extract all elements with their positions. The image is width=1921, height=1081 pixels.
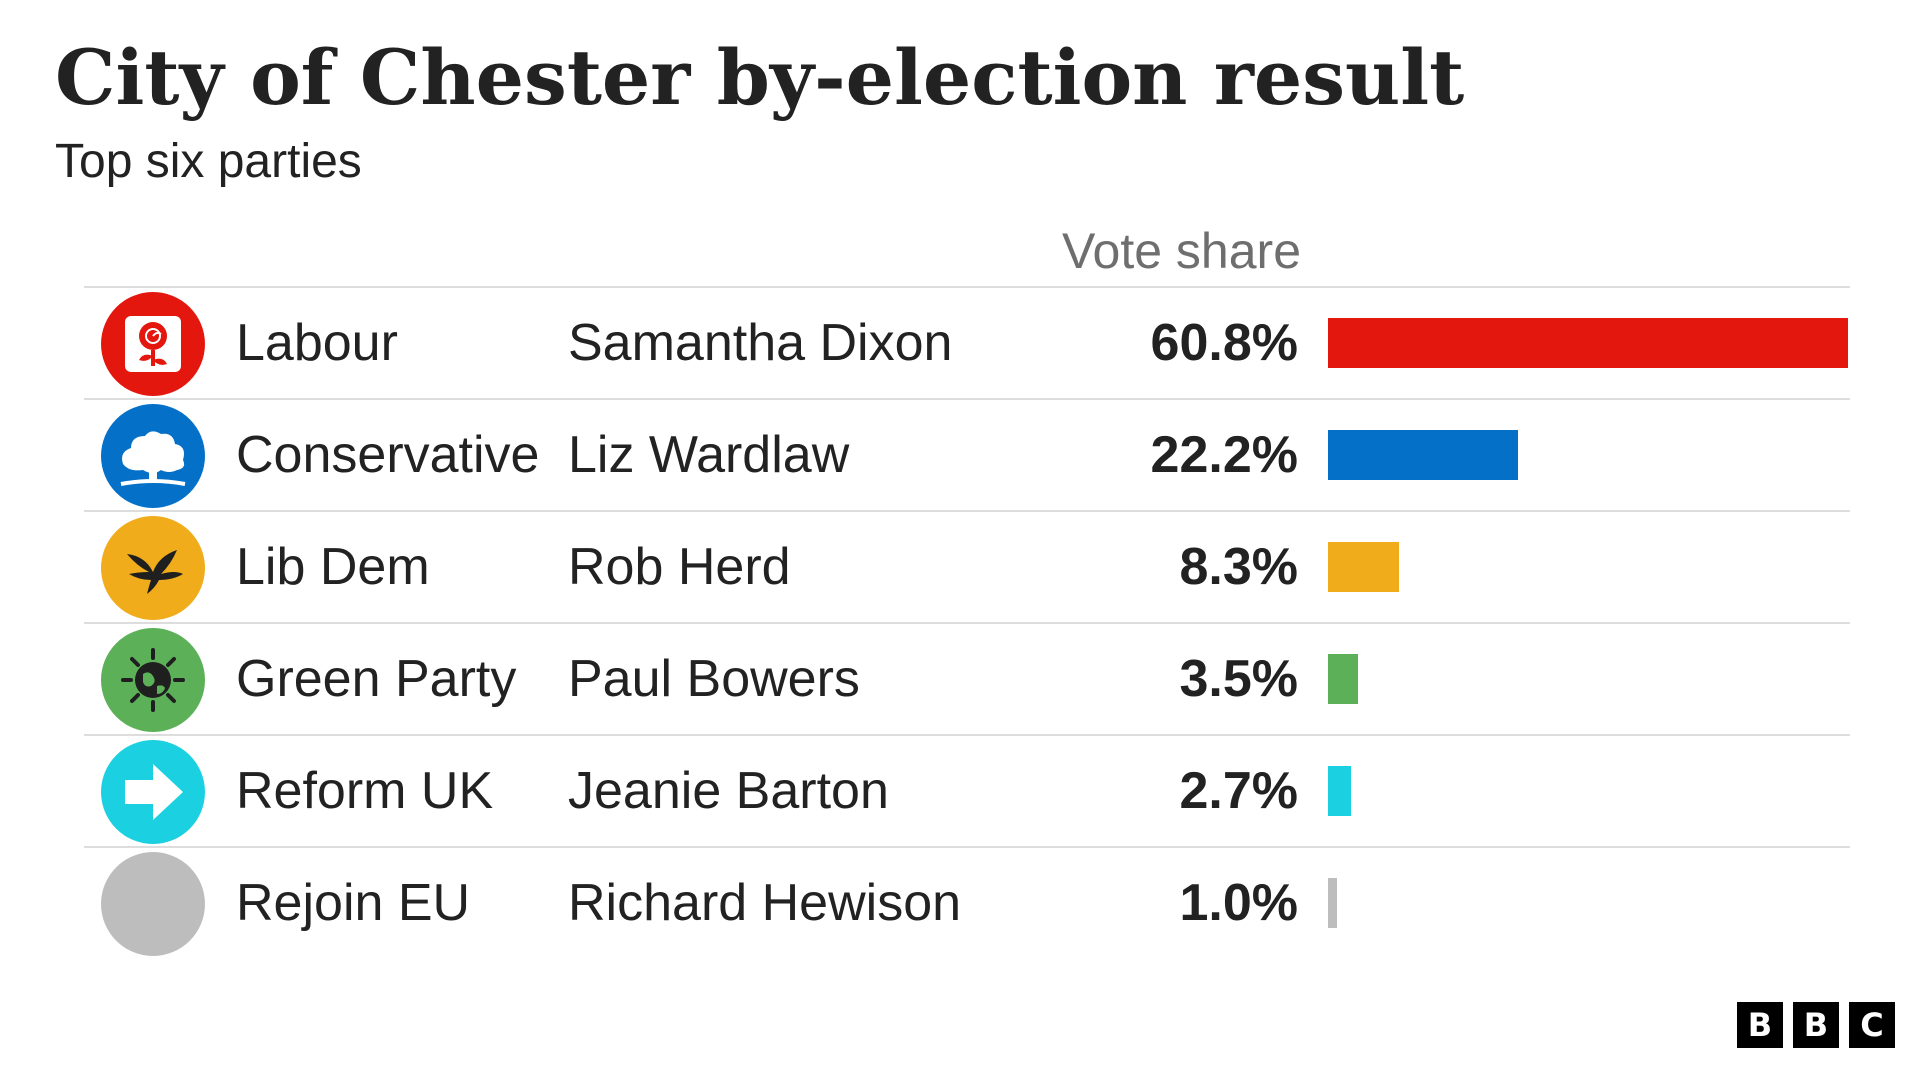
libdem-bird-icon [101, 516, 205, 620]
value-label: 2.7% [1179, 762, 1298, 820]
green-party-earth-icon [101, 628, 205, 732]
bar-reform-uk [1328, 766, 1351, 816]
result-row-conservative: Conservative Liz Wardlaw 22.2% [84, 398, 1850, 510]
value-label: 8.3% [1179, 538, 1298, 596]
party-name: Labour [236, 314, 398, 372]
bbc-logo: B B C [1737, 1002, 1895, 1048]
value-label: 1.0% [1179, 874, 1298, 932]
candidate-name: Paul Bowers [568, 650, 860, 708]
candidate-name: Liz Wardlaw [568, 426, 850, 484]
candidate-name: Jeanie Barton [568, 762, 889, 820]
result-row-reform-uk: Reform UK Jeanie Barton 2.7% [84, 734, 1850, 846]
value-label: 3.5% [1179, 650, 1298, 708]
party-name: Reform UK [236, 762, 494, 820]
party-name: Conservative [236, 426, 540, 484]
candidate-name: Rob Herd [568, 538, 791, 596]
value-label: 22.2% [1150, 426, 1298, 484]
bbc-logo-letter: B [1737, 1002, 1783, 1048]
bar-labour [1328, 318, 1848, 368]
results-table: Labour Samantha Dixon 60.8% Conservative… [84, 286, 1850, 958]
value-label: 60.8% [1150, 314, 1298, 372]
reform-uk-arrow-icon [101, 740, 205, 844]
chart-title: City of Chester by-election result [55, 33, 1465, 122]
party-name: Lib Dem [236, 538, 430, 596]
result-row-rejoin-eu: Rejoin EU Richard Hewison 1.0% [84, 846, 1850, 958]
bbc-logo-letter: C [1849, 1002, 1895, 1048]
bbc-logo-letter: B [1793, 1002, 1839, 1048]
chart-subtitle: Top six parties [55, 135, 362, 188]
labour-rose-icon [101, 292, 205, 396]
candidate-name: Richard Hewison [568, 874, 962, 932]
result-row-labour: Labour Samantha Dixon 60.8% [84, 286, 1850, 398]
bar-libdem [1328, 542, 1399, 592]
rejoin-eu-icon [101, 852, 205, 956]
party-name: Rejoin EU [236, 874, 471, 932]
result-row-green-party: Green Party Paul Bowers 3.5% [84, 622, 1850, 734]
bar-conservative [1328, 430, 1518, 480]
party-name: Green Party [236, 650, 517, 708]
conservative-tree-icon [101, 404, 205, 508]
bar-rejoin-eu [1328, 878, 1337, 928]
vote-share-column-header: Vote share [1061, 223, 1301, 279]
result-row-libdem: Lib Dem Rob Herd 8.3% [84, 510, 1850, 622]
candidate-name: Samantha Dixon [568, 314, 953, 372]
bar-green-party [1328, 654, 1358, 704]
